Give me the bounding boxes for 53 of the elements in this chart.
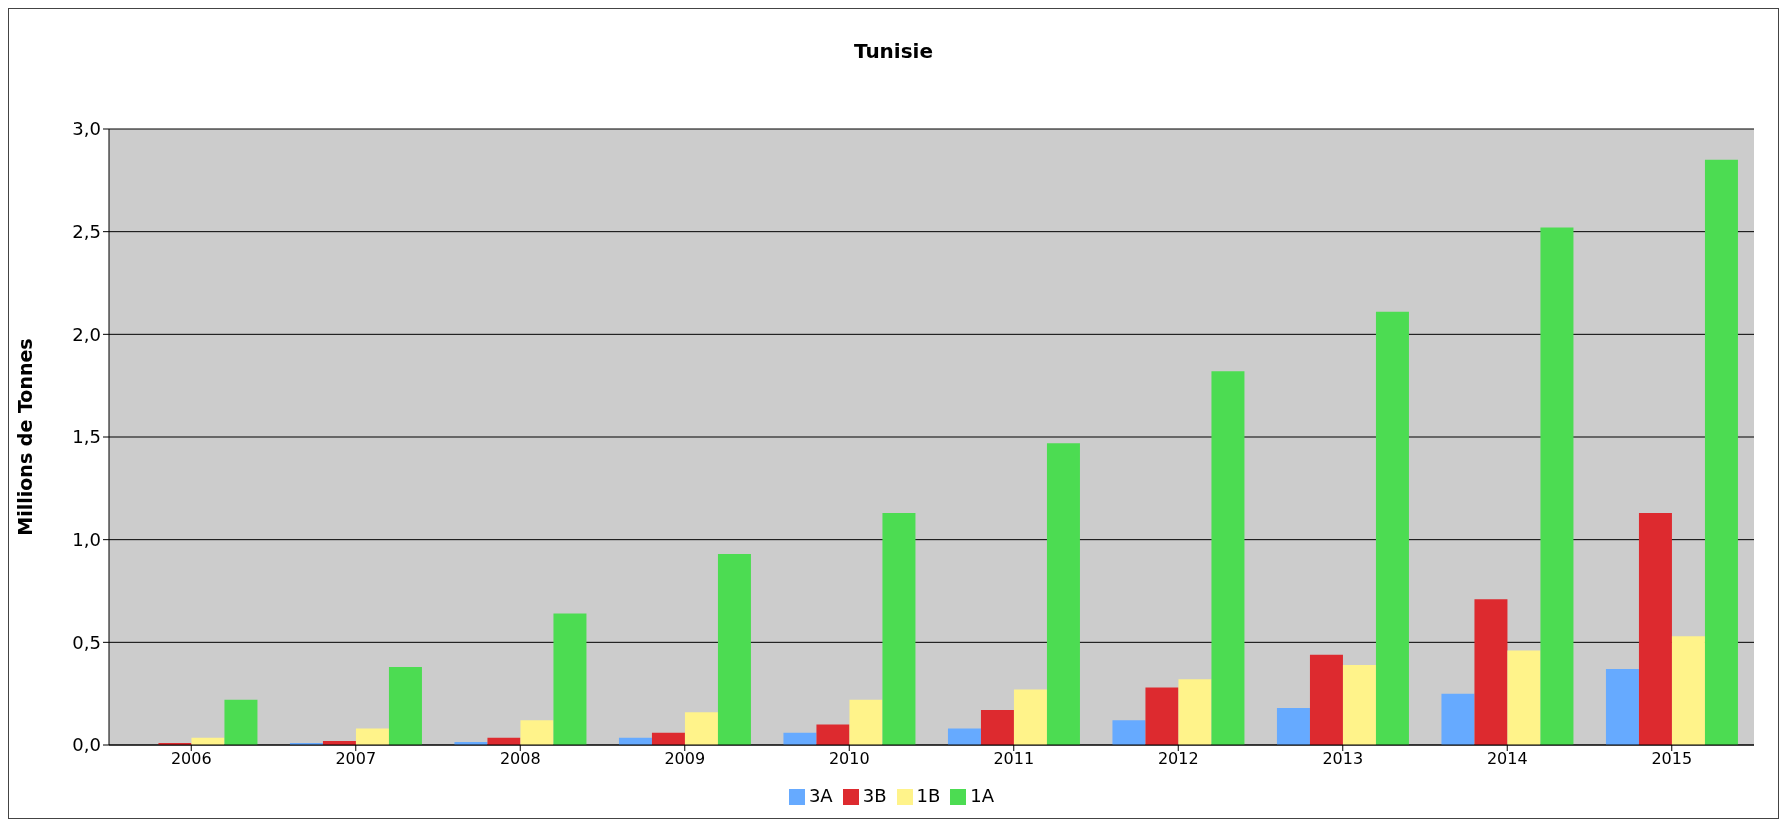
x-tick-label: 2015 — [1651, 749, 1693, 769]
bar — [684, 712, 718, 745]
bar — [1178, 679, 1212, 745]
chart-title: Tunisie — [852, 38, 935, 65]
x-tick-label: 2012 — [1157, 749, 1199, 769]
bar — [1112, 720, 1146, 745]
bar — [882, 512, 916, 745]
bar — [947, 728, 981, 745]
bar — [355, 728, 389, 745]
legend-label: 3A — [808, 785, 833, 806]
y-axis-title: Millions de Tonnes — [13, 338, 36, 536]
bar — [1276, 708, 1310, 745]
bar — [1441, 693, 1475, 745]
x-tick-label: 2013 — [1322, 749, 1364, 769]
bar — [520, 720, 554, 745]
bar — [1540, 227, 1574, 745]
bar — [717, 554, 751, 745]
bar — [1638, 512, 1672, 745]
bar — [849, 699, 883, 745]
bar — [1145, 687, 1179, 745]
bar — [388, 666, 422, 745]
y-tick-label: 1,0 — [72, 529, 101, 551]
y-tick-label: 2,5 — [72, 221, 101, 243]
bar — [1013, 689, 1047, 745]
y-tick-label: 0,5 — [72, 631, 101, 653]
x-tick-label: 2014 — [1486, 749, 1528, 769]
bar — [1507, 650, 1541, 745]
x-tick-label: 2007 — [335, 749, 377, 769]
x-tick-label: 2006 — [170, 749, 212, 769]
bar — [553, 613, 587, 745]
y-tick-label: 0,0 — [72, 734, 101, 756]
x-tick-label: 2009 — [664, 749, 706, 769]
x-tick-label: 2008 — [499, 749, 541, 769]
bar — [1309, 654, 1343, 745]
legend-label: 1B — [916, 785, 941, 806]
bar — [1704, 159, 1738, 745]
bar — [1046, 443, 1080, 745]
y-tick-label: 3,0 — [72, 118, 101, 140]
bar — [1375, 311, 1409, 745]
x-tick-label: 2011 — [993, 749, 1035, 769]
y-tick-label: 2,0 — [72, 323, 101, 345]
bar — [1342, 664, 1376, 745]
y-tick-label: 1,5 — [72, 426, 101, 448]
x-tick-label: 2010 — [828, 749, 870, 769]
legend-label: 1A — [970, 785, 995, 806]
legend-label: 3B — [862, 785, 887, 806]
bar — [224, 699, 258, 745]
bar — [1211, 371, 1245, 745]
bar — [1671, 636, 1705, 745]
bar — [1605, 669, 1639, 745]
bar — [980, 710, 1014, 745]
bar — [1474, 599, 1508, 745]
bar — [816, 724, 850, 745]
